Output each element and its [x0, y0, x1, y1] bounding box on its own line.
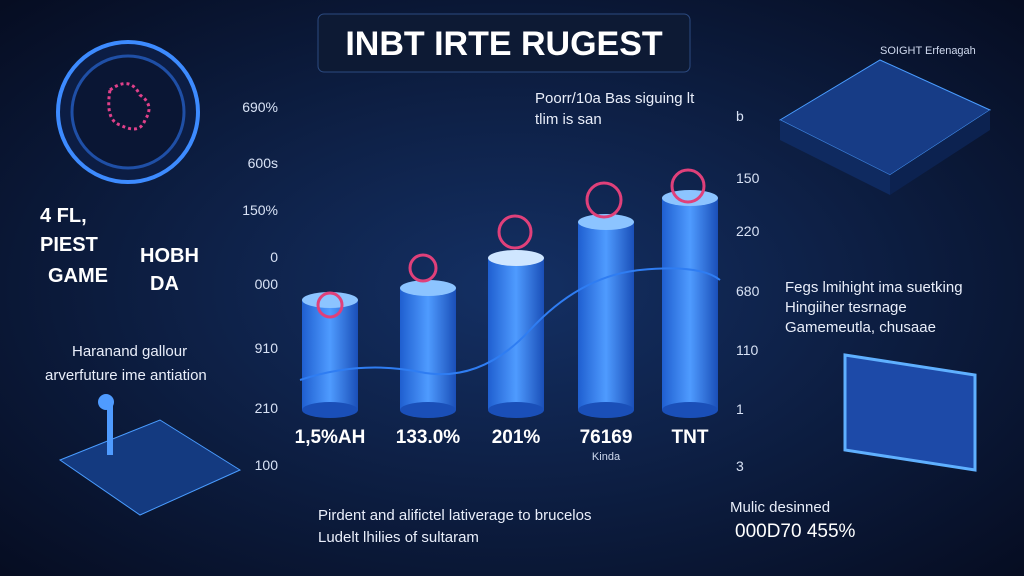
right-note: Fegs lmihight ima suetking: [785, 279, 963, 296]
bottom-right-note: Mulic desinned: [730, 499, 830, 516]
right-axis-label: 150: [736, 170, 760, 186]
top-note: tlim is san: [535, 111, 602, 128]
left-axis-label: 000: [255, 276, 279, 292]
texts: 690%600s150%0000910210100b15022068011013…: [40, 45, 976, 546]
top-right-note: SOIGHT Erfenagah: [880, 45, 976, 57]
cylinder-group: [299, 168, 721, 418]
bottom-note: Ludelt lhilies of sultaram: [318, 529, 479, 546]
right-note: Hingiiher tesrnage: [785, 299, 907, 316]
emblem-glyph: [107, 82, 151, 131]
bar-sublabel: Kinda: [592, 451, 621, 463]
bottom-note: Pirdent and alifictel lativerage to bruc…: [318, 507, 592, 524]
right-axis-label: 110: [736, 342, 759, 358]
emblem-inner: [70, 54, 186, 170]
device-side: [890, 110, 990, 195]
bar-label: 201%: [492, 427, 541, 448]
left-axis-label: 100: [255, 457, 279, 473]
cylinder: [302, 291, 358, 418]
left-heading: HOBH: [140, 245, 199, 267]
cylinder: [662, 168, 718, 418]
left-note: arverfuture ime antiation: [45, 367, 207, 384]
right-axis-label: 220: [736, 223, 760, 239]
left-note: Haranand gallour: [72, 343, 187, 360]
left-heading: GAME: [48, 265, 108, 287]
left-heading: DA: [150, 273, 179, 295]
left-axis-label: 600s: [248, 155, 278, 171]
bar-label: 1,5%AH: [295, 427, 366, 448]
cylinder: [488, 214, 544, 418]
platform: [58, 419, 242, 516]
title-box: [317, 13, 691, 73]
left-axis-label: 210: [255, 400, 279, 416]
right-note: Gamemeutla, chusaae: [785, 319, 936, 336]
figure-head: [98, 394, 114, 410]
top-note: Poorr/10a Bas siguing lt: [535, 90, 695, 107]
right-axis-label: b: [736, 108, 744, 124]
left-axis-label: 910: [255, 340, 279, 356]
right-axis-label: 680: [736, 283, 760, 299]
left-heading: PIEST: [40, 234, 98, 256]
bar-label: 133.0%: [396, 427, 461, 448]
left-axis-label: 150%: [242, 202, 278, 218]
left-axis-label: 690%: [242, 99, 278, 115]
left-axis-label: 0: [270, 249, 278, 265]
trend-line: [299, 267, 721, 381]
device-side: [780, 120, 890, 195]
right-axis-label: 3: [736, 458, 744, 474]
bottom-right-note: 000D70 455%: [735, 521, 856, 542]
right-axis-label: 1: [736, 401, 744, 417]
cylinder: [400, 253, 456, 418]
cylinder: [578, 181, 634, 418]
bar-label: 76169: [580, 427, 633, 448]
monitor: [843, 353, 977, 472]
left-heading: 4 FL,: [40, 205, 87, 227]
bar-label: TNT: [672, 427, 709, 448]
title: INBT IRTE RUGEST: [345, 25, 663, 63]
